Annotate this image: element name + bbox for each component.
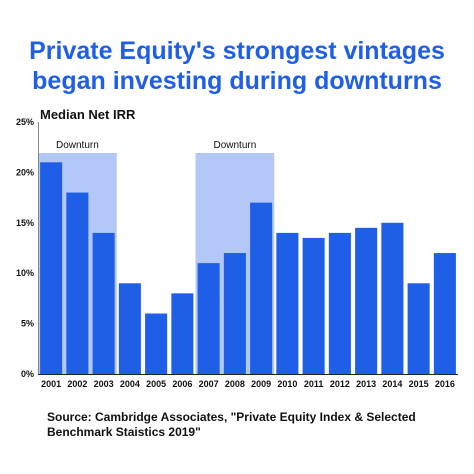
- x-tick-label: 2010: [277, 379, 297, 389]
- bar: [433, 253, 456, 374]
- bar: [328, 232, 351, 374]
- bar: [276, 232, 299, 374]
- source-note: Source: Cambridge Associates, "Private E…: [47, 410, 457, 440]
- bar: [302, 237, 325, 374]
- chart-title: Private Equity's strongest vintages bega…: [0, 36, 474, 96]
- x-tick-label: 2006: [172, 379, 192, 389]
- source-line-1: Source: Cambridge Associates, "Private E…: [47, 410, 416, 424]
- y-tick-label: 10%: [16, 268, 34, 278]
- bar: [355, 227, 378, 374]
- x-tick-label: 2009: [251, 379, 271, 389]
- y-tick-label: 20%: [16, 167, 34, 177]
- bar: [40, 162, 63, 374]
- x-tick-label: 2015: [409, 379, 429, 389]
- x-tick-label: 2008: [225, 379, 245, 389]
- downturn-label: Downturn: [213, 140, 256, 151]
- bar: [118, 283, 141, 374]
- bar: [223, 253, 246, 374]
- x-tick-label: 2012: [330, 379, 350, 389]
- chart-title-line-2: began investing during downturns: [32, 67, 442, 95]
- x-tick-label: 2001: [41, 379, 61, 389]
- x-tick-label: 2014: [382, 379, 402, 389]
- source-line-2: Benchmark Staistics 2019": [47, 425, 201, 439]
- x-tick-label: 2005: [146, 379, 166, 389]
- bar: [92, 232, 115, 374]
- x-tick-label: 2011: [304, 379, 324, 389]
- bar: [407, 283, 430, 374]
- bar: [250, 202, 273, 374]
- bar: [171, 293, 194, 374]
- bar: [66, 192, 89, 374]
- bar: [197, 263, 220, 374]
- x-tick-label: 2003: [94, 379, 114, 389]
- y-tick-label: 25%: [16, 117, 34, 127]
- bar: [381, 222, 404, 374]
- y-tick-label: 15%: [16, 218, 34, 228]
- downturn-label: Downturn: [56, 140, 99, 151]
- y-tick-label: 0%: [21, 369, 34, 379]
- bar: [145, 313, 168, 374]
- x-tick-label: 2004: [120, 379, 140, 389]
- y-axis-label: Median Net IRR: [40, 107, 136, 122]
- x-tick-label: 2002: [67, 379, 87, 389]
- x-tick-label: 2013: [356, 379, 376, 389]
- x-tick-label: 2016: [435, 379, 455, 389]
- y-tick-label: 5%: [21, 319, 34, 329]
- x-tick-label: 2007: [199, 379, 219, 389]
- chart-title-line-1: Private Equity's strongest vintages: [29, 37, 445, 65]
